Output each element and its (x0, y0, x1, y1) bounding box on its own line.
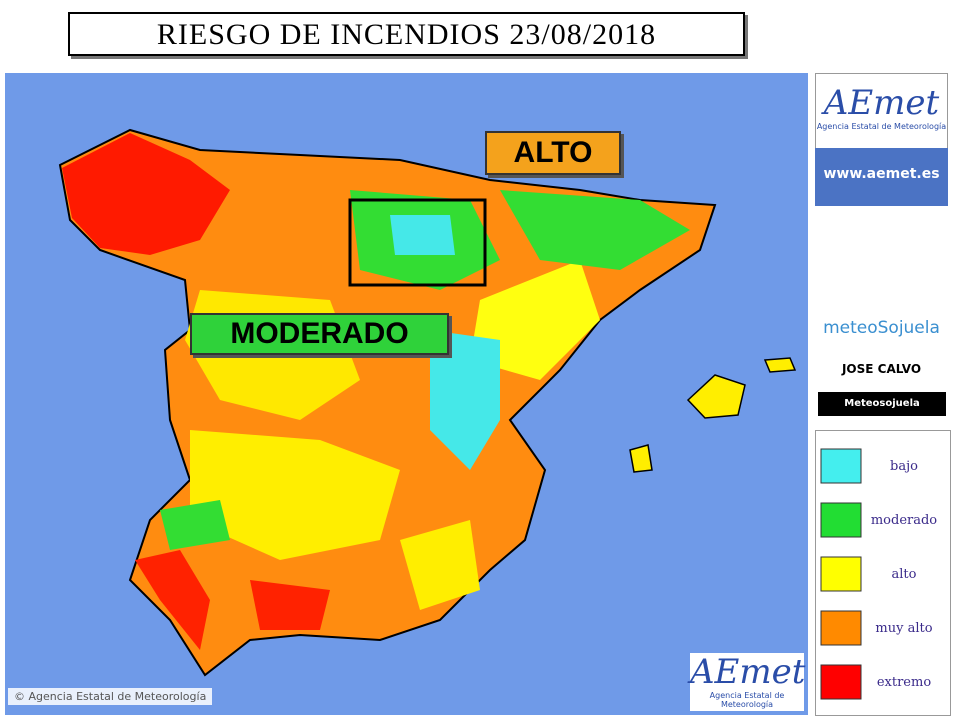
legend-label: muy alto (875, 621, 932, 636)
social-bar[interactable]: Meteosojuela (818, 392, 946, 416)
legend-swatch (820, 664, 862, 700)
logo-caption: Agencia Estatal de Meteorología (709, 691, 785, 709)
website[interactable]: www.aemet.es (815, 148, 948, 206)
author: JOSE CALVO (841, 362, 922, 376)
legend-swatch (820, 556, 862, 592)
legend-swatch (820, 448, 862, 484)
menorca (763, 357, 797, 373)
highlight-box (348, 198, 487, 287)
legend: bajo moderado alto muy alto extremo (815, 430, 951, 716)
logo-text: AEmet (690, 652, 806, 692)
legend-swatch (820, 610, 862, 646)
legend-label: extremo (877, 675, 931, 690)
legend-swatch (820, 502, 862, 538)
legend-label: alto (892, 567, 917, 582)
risk-label: ALTO (485, 131, 621, 175)
copyright: © Agencia Estatal de Meteorología (8, 688, 213, 705)
title: RIESGO DE INCENDIOS 23/08/2018 (68, 12, 745, 56)
logo-caption: Agencia Estatal de Meteorología (816, 122, 947, 131)
logo-text: AEmet (823, 83, 940, 123)
legend-label: bajo (890, 459, 918, 474)
ibiza (629, 444, 653, 473)
map-logo: AEmet Agencia Estatal de Meteorología (690, 652, 806, 711)
brand: meteoSojuela (823, 318, 940, 338)
risk-label: MODERADO (190, 313, 449, 355)
legend-label: moderado (871, 513, 937, 528)
map (5, 73, 808, 715)
mallorca (686, 374, 746, 419)
risk-areas (62, 133, 690, 650)
